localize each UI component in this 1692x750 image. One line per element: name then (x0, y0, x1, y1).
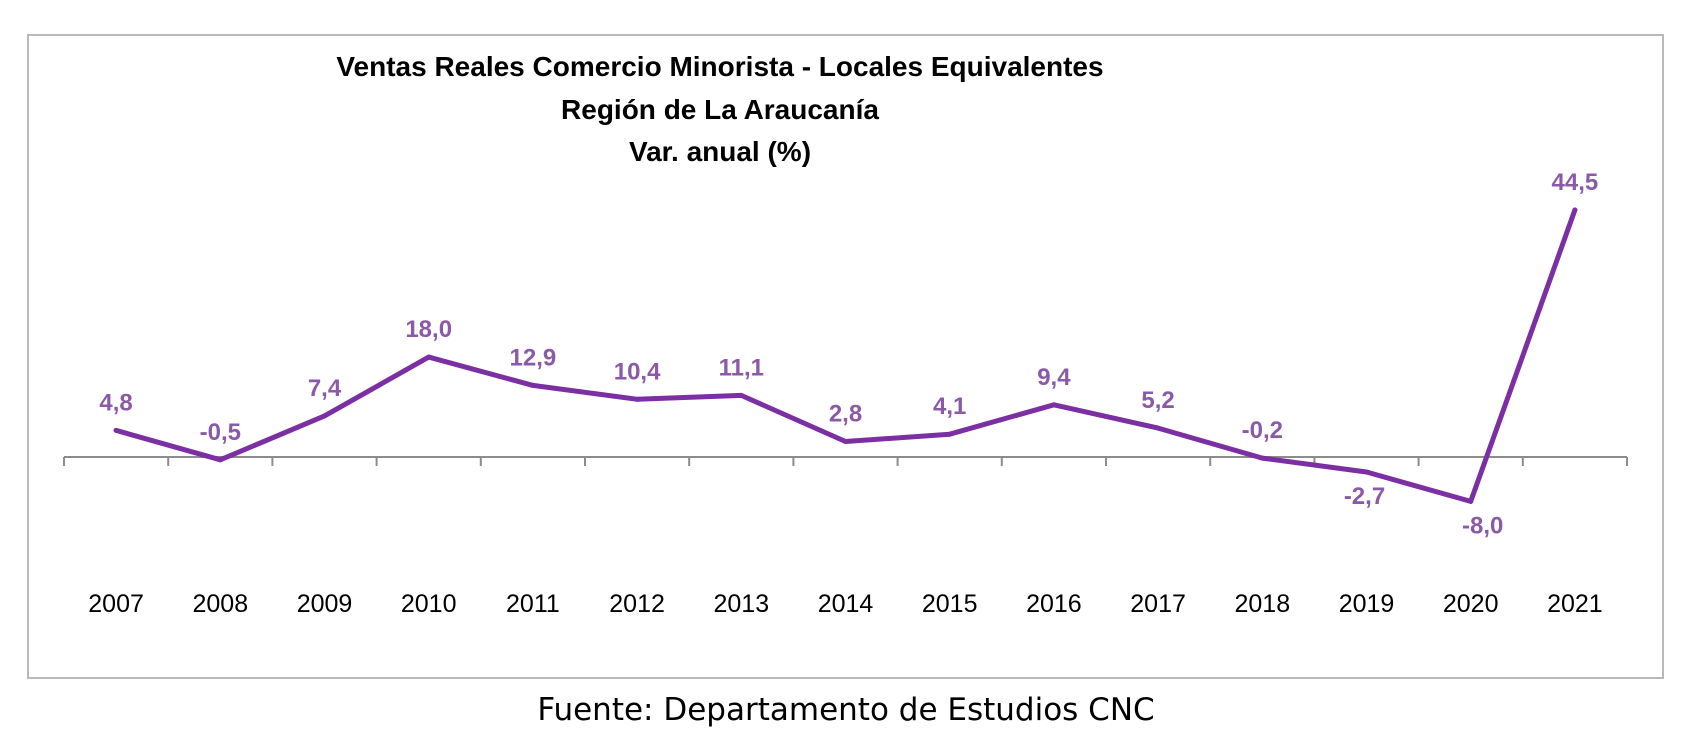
data-label: -0,5 (200, 419, 241, 446)
data-point (530, 382, 536, 388)
x-tick-label: 2016 (1026, 590, 1082, 618)
data-point (1259, 455, 1265, 461)
x-tick-label: 2009 (297, 590, 353, 618)
data-point (1468, 498, 1474, 504)
chart-title-line-3: Var. anual (%) (629, 136, 811, 167)
data-point (217, 457, 223, 463)
data-point (843, 438, 848, 444)
data-label: 5,2 (1141, 387, 1174, 414)
data-label: 4,1 (933, 393, 966, 420)
data-label: 18,0 (405, 316, 452, 343)
chart-title-line-1: Ventas Reales Comercio Minorista - Local… (336, 51, 1103, 82)
data-label: 4,8 (99, 389, 132, 416)
x-tick-label: 2007 (88, 590, 144, 618)
x-tick-label: 2014 (818, 590, 874, 618)
x-tick-label: 2010 (401, 590, 457, 618)
data-label: 11,1 (719, 354, 764, 381)
data-label: 12,9 (510, 344, 557, 371)
chart-title: Ventas Reales Comercio Minorista - Local… (336, 51, 1103, 167)
source-note: Fuente: Departamento de Estudios CNC (537, 692, 1155, 728)
data-label: -8,0 (1462, 512, 1503, 539)
data-point (322, 413, 327, 419)
data-label: 44,5 (1552, 169, 1599, 196)
x-axis (63, 456, 1628, 466)
x-tick-labels: 2007 2008 2009 2010 2011 2012 2013 2014 2015 2016… (88, 590, 1602, 618)
x-tick-label: 2017 (1130, 590, 1186, 618)
x-tick-label: 2019 (1339, 590, 1395, 618)
chart-title-line-2: Región de La Araucanía (561, 94, 879, 125)
chart-frame: Ventas Reales Comercio Minorista - Local… (27, 34, 1664, 679)
data-point (1572, 207, 1578, 213)
line-chart: Ventas Reales Comercio Minorista - Local… (63, 51, 1628, 618)
data-labels: 4,8 -0,5 7,4 18,0 12,9 10,4 11,1 2,8 4,1 9,4 5,2 -0… (99, 169, 1598, 539)
data-point (426, 354, 432, 360)
data-label: 10,4 (614, 358, 661, 385)
x-tick-label: 2021 (1547, 590, 1603, 618)
data-point (1051, 402, 1057, 408)
data-point (634, 396, 640, 402)
data-point (1364, 469, 1369, 475)
x-tick-label: 2015 (922, 590, 978, 618)
x-tick-label: 2012 (609, 590, 665, 618)
data-point (738, 392, 744, 398)
x-tick-label: 2020 (1443, 590, 1499, 618)
data-label: 2,8 (829, 400, 862, 427)
data-label: 7,4 (308, 375, 342, 402)
x-tick-label: 2018 (1234, 590, 1290, 618)
data-point (1155, 425, 1161, 431)
x-tick-label: 2008 (192, 590, 248, 618)
x-tick-label: 2011 (506, 590, 560, 618)
data-point (947, 431, 953, 437)
data-point (113, 427, 119, 433)
x-tick-label: 2013 (713, 590, 769, 618)
data-label: -0,2 (1242, 417, 1283, 444)
data-label: 9,4 (1037, 364, 1071, 391)
data-label: -2,7 (1344, 483, 1385, 510)
series-line (113, 207, 1578, 504)
